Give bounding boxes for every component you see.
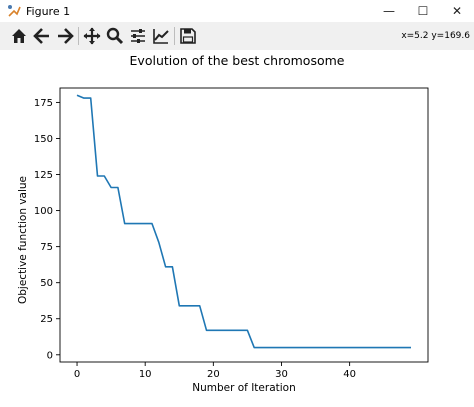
y-axis-label: Objective function value: [17, 176, 29, 304]
minimize-button[interactable]: —: [383, 4, 395, 18]
save-icon[interactable]: [177, 25, 199, 47]
x-tick-label: 10: [139, 369, 152, 380]
pan-icon[interactable]: [81, 25, 103, 47]
y-tick-label: 100: [34, 206, 53, 217]
toolbar-separator: [174, 27, 175, 45]
x-tick-label: 0: [74, 369, 80, 380]
y-tick-label: 125: [34, 170, 53, 181]
title-bar: Figure 1 — ☐ ✕: [0, 0, 474, 23]
figure-canvas[interactable]: Evolution of the best chromosome 0 10 20 30…: [0, 50, 474, 403]
x-tick-label: 30: [275, 369, 288, 380]
y-tick-label: 50: [40, 278, 53, 289]
chart-title: Evolution of the best chromosome: [130, 53, 345, 68]
cursor-coordinates: x=5.2 y=169.6: [401, 31, 470, 41]
navigation-toolbar: x=5.2 y=169.6: [0, 22, 474, 51]
figure-app-icon: [8, 5, 21, 17]
toolbar-separator: [78, 27, 79, 45]
y-tick-label: 25: [40, 314, 53, 325]
zoom-icon[interactable]: [104, 25, 126, 47]
series-line: [76, 94, 411, 349]
y-tick-label: 175: [34, 98, 53, 109]
maximize-button[interactable]: ☐: [417, 4, 429, 18]
x-axis-label: Number of Iteration: [192, 382, 296, 394]
line-chart[interactable]: Evolution of the best chromosome 0 10 20 30…: [0, 50, 474, 403]
forward-icon[interactable]: [54, 25, 76, 47]
home-icon[interactable]: [8, 25, 30, 47]
y-tick-label: 150: [34, 134, 53, 145]
subplots-icon[interactable]: [127, 25, 149, 47]
plot-frame: [59, 87, 429, 363]
back-icon[interactable]: [31, 25, 53, 47]
y-tick-label: 0: [47, 350, 53, 361]
y-tick-label: 75: [40, 242, 53, 253]
close-button[interactable]: ✕: [451, 4, 463, 18]
window-title: Figure 1: [26, 4, 71, 18]
x-tick-label: 20: [207, 369, 220, 380]
edit-axes-icon[interactable]: [150, 25, 172, 47]
x-tick-label: 40: [343, 369, 356, 380]
